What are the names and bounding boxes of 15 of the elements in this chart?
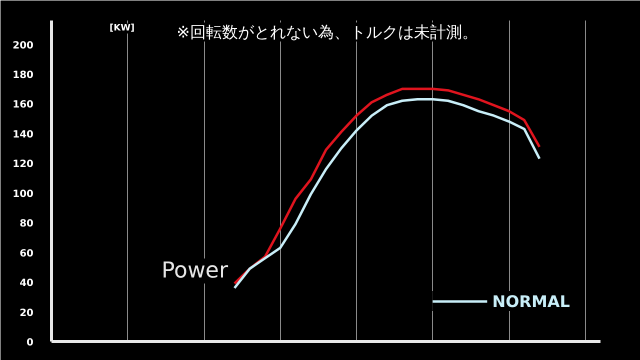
y-tick-label: 60	[20, 248, 34, 260]
y-tick-label: 40	[20, 278, 34, 290]
annotation: Power	[162, 258, 229, 284]
y-tick-label: 80	[20, 218, 34, 230]
y-tick-label: 100	[12, 188, 34, 200]
annotation: ※回転数がとれない為、トルクは未計測。	[176, 22, 478, 42]
y-tick-label: 140	[12, 129, 34, 140]
y-tick-label: 20	[20, 308, 34, 319]
y-axis-title: [KW]	[110, 24, 135, 34]
y-tick-label: 200	[12, 40, 34, 52]
y-tick-label: 160	[12, 100, 34, 111]
y-tick-label: 0	[26, 338, 34, 348]
legend-label: NORMAL	[492, 292, 570, 310]
y-tick-label: 120	[12, 159, 34, 170]
y-tick-label: 180	[12, 70, 34, 81]
